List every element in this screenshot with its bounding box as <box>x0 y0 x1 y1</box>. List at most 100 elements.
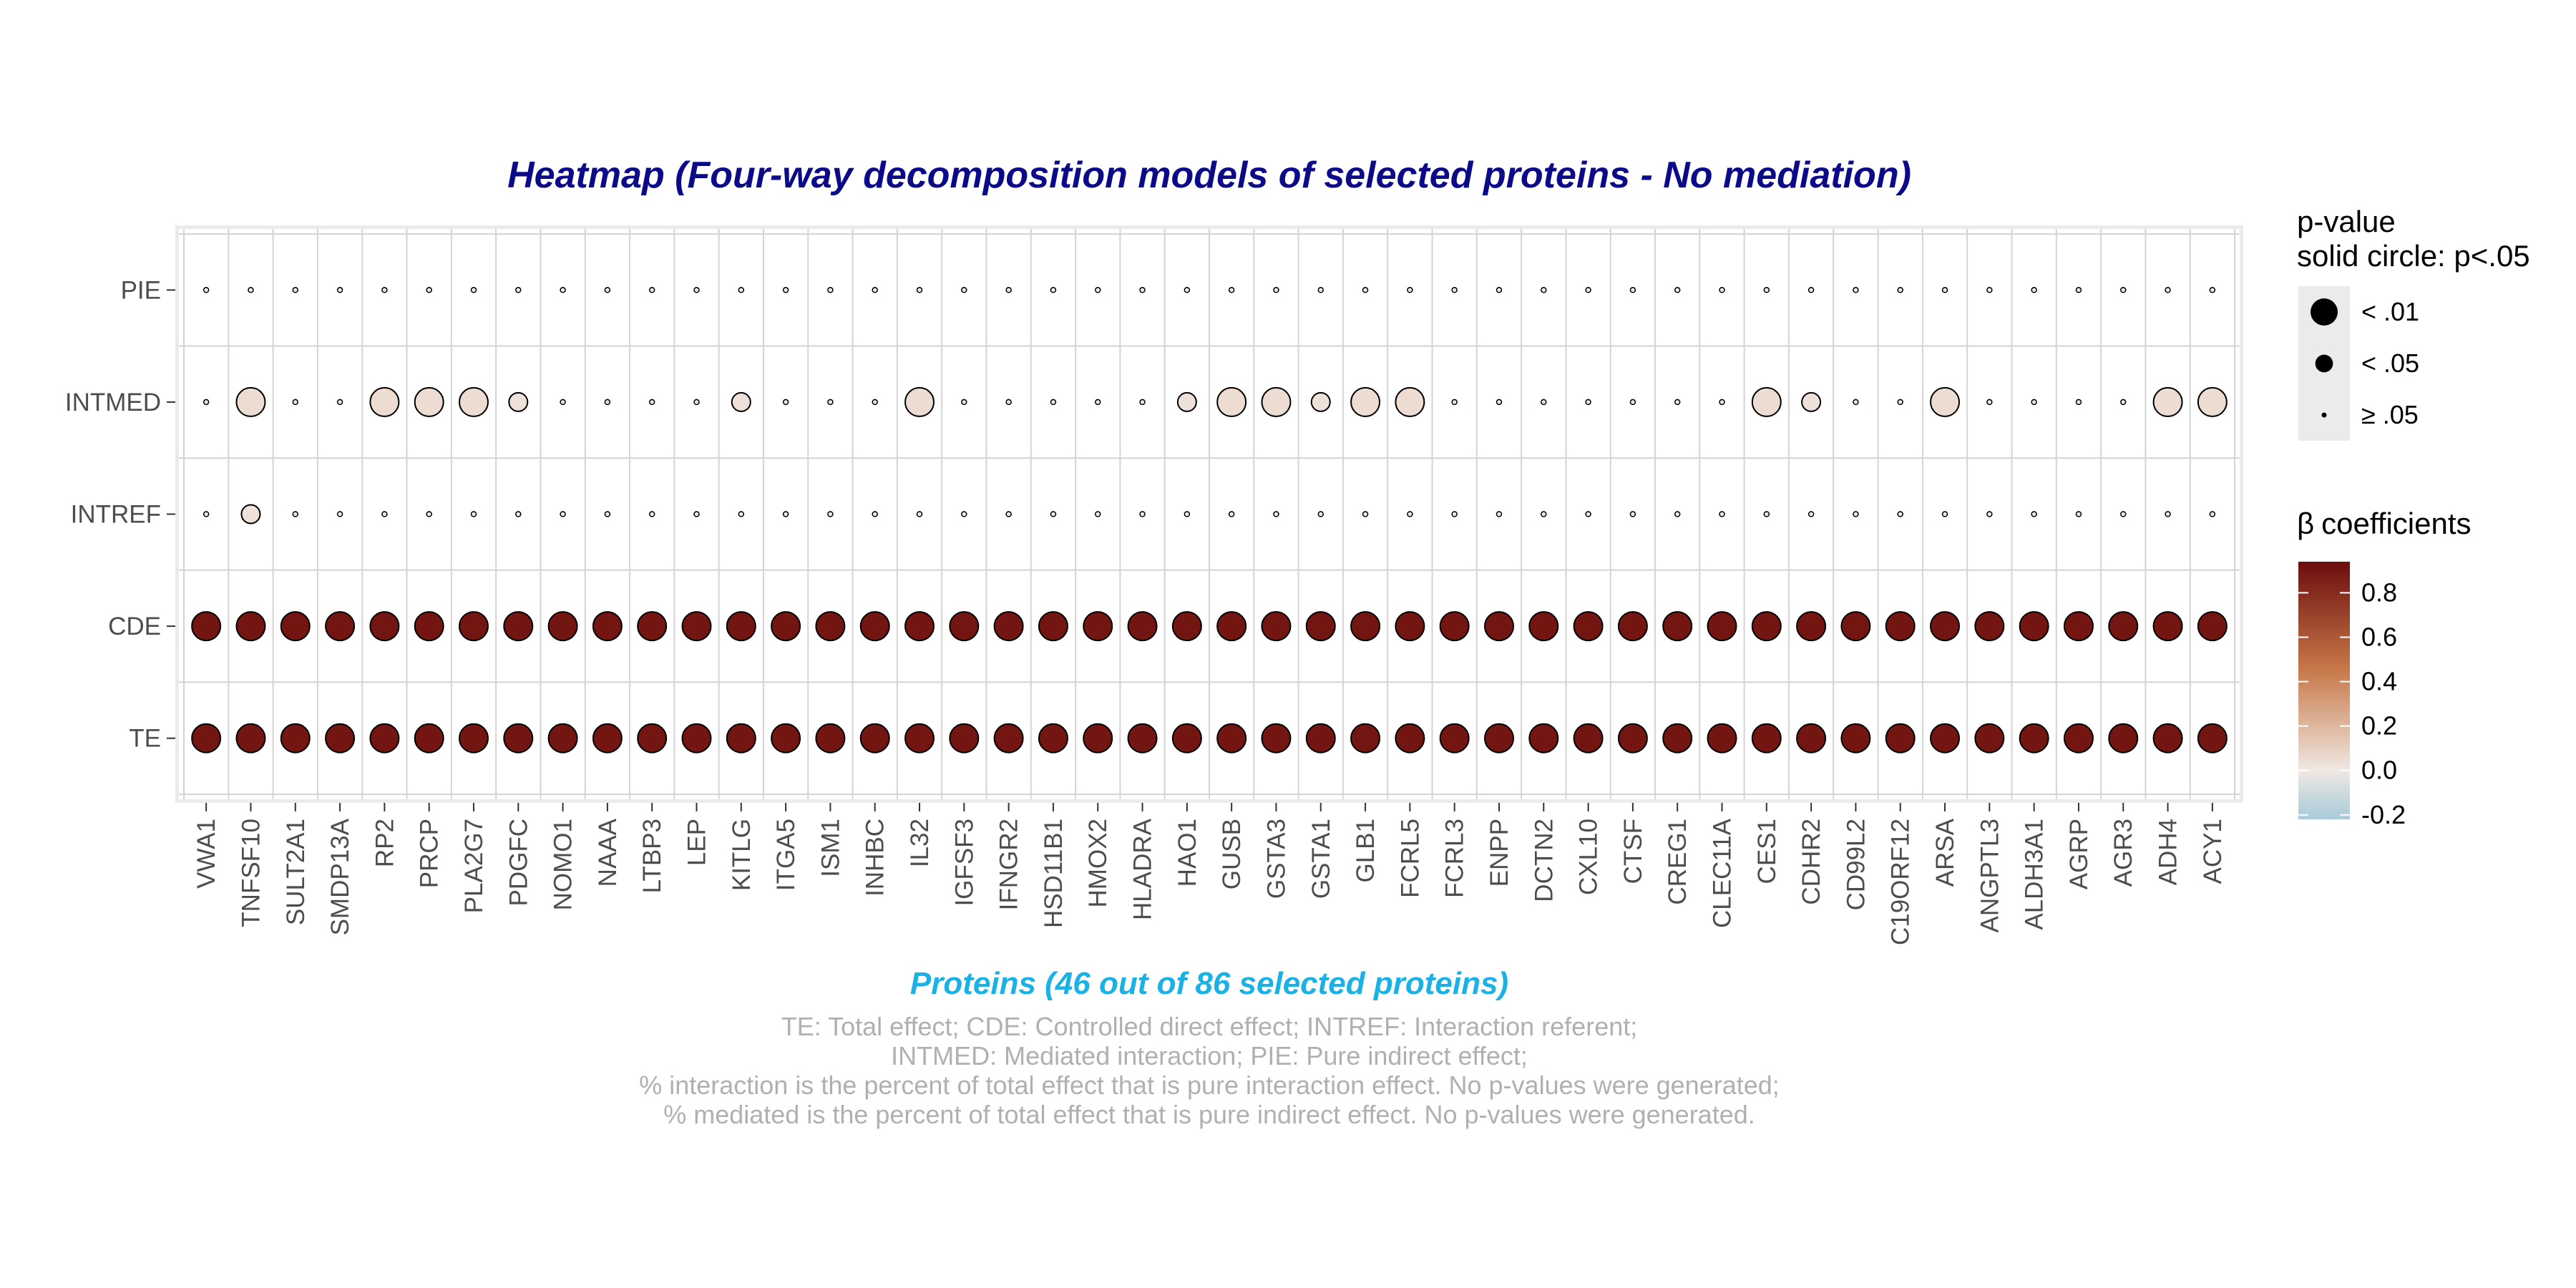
point-cde-enpp <box>1483 611 1514 642</box>
point-pie-kitlg <box>738 287 745 293</box>
point-cde-naaa <box>592 611 623 642</box>
point-intref-prcp <box>426 511 432 517</box>
point-intmed-agrp <box>2075 399 2082 406</box>
point-cde-agrp <box>2063 611 2094 642</box>
size-legend-key-lt.05 <box>2315 354 2333 373</box>
x-tick-label: PRCP <box>416 819 444 888</box>
point-intmed-cd99l2 <box>1853 399 1859 406</box>
point-cde-igfsf3 <box>949 611 980 642</box>
point-te-acy1 <box>2197 723 2228 753</box>
x-tick-label: CXL10 <box>1575 819 1603 895</box>
y-tick-label: INTMED <box>65 389 161 416</box>
point-te-dctn2 <box>1528 723 1559 753</box>
point-pie-naaa <box>604 287 611 293</box>
point-pie-gsta3 <box>1273 287 1279 293</box>
point-intref-cdhr2 <box>1807 511 1815 517</box>
point-cde-lep <box>681 611 712 642</box>
point-cde-pdgfc <box>503 611 534 642</box>
point-te-ifngr2 <box>993 723 1024 753</box>
point-intref-aldh3a1 <box>2031 511 2037 517</box>
point-intref-hsd11b1 <box>1050 511 1057 517</box>
x-tick-label: TNFSF10 <box>237 819 265 927</box>
point-te-nomo1 <box>547 723 578 753</box>
point-cde-gsta1 <box>1305 611 1336 642</box>
point-te-ltbp3 <box>637 723 668 753</box>
color-legend-label: -0.2 <box>2361 800 2406 829</box>
point-cde-cdhr2 <box>1796 611 1827 642</box>
point-cde-gusb <box>1216 611 1247 642</box>
point-pie-agr3 <box>2119 287 2127 293</box>
point-intmed-adh4 <box>2152 386 2183 417</box>
point-cde-hao1 <box>1171 611 1202 642</box>
point-intref-hmox2 <box>1094 511 1101 517</box>
x-tick-label: GUSB <box>1218 819 1246 889</box>
point-te-pla2g7 <box>458 723 489 753</box>
x-tick-label: CD99L2 <box>1842 819 1870 910</box>
point-intmed-fcrl5 <box>1395 386 1425 417</box>
point-te-gsta3 <box>1261 723 1292 753</box>
point-pie-cd99l2 <box>1853 287 1859 293</box>
point-intref-ltbp3 <box>648 511 655 517</box>
point-te-fcrl3 <box>1439 723 1470 753</box>
x-tick-label: FCRL3 <box>1441 819 1469 898</box>
point-cde-sult2a1 <box>280 611 311 642</box>
point-intmed-naaa <box>604 399 611 406</box>
point-intref-pdgfc <box>515 511 522 517</box>
point-intmed-pla2g7 <box>458 386 489 417</box>
point-cde-hmox2 <box>1083 611 1113 642</box>
x-tick-label: ITGA5 <box>772 819 800 891</box>
x-tick-label: IGFSF3 <box>950 819 978 907</box>
point-te-glb1 <box>1350 723 1381 753</box>
point-te-gsta1 <box>1305 723 1336 753</box>
point-intref-fcrl5 <box>1407 511 1413 517</box>
x-tick-label: CLEC11A <box>1709 818 1737 928</box>
point-intref-glb1 <box>1362 511 1369 517</box>
x-tick-label: SMDP13A <box>326 818 354 935</box>
x-tick-label: ACY1 <box>2199 819 2227 884</box>
point-intmed-lep <box>693 399 700 406</box>
x-tick-label: HMOX2 <box>1084 819 1112 907</box>
x-tick-label: LEP <box>683 819 711 866</box>
x-tick-label: CES1 <box>1753 819 1781 884</box>
point-pie-nomo1 <box>560 287 566 293</box>
point-pie-igfsf3 <box>961 287 967 293</box>
point-cde-c19orf12 <box>1885 611 1916 642</box>
x-tick-label: RP2 <box>371 819 399 867</box>
point-intref-inhbc <box>872 511 878 517</box>
point-te-vwa1 <box>191 723 222 753</box>
color-legend-label: 0.8 <box>2361 577 2397 607</box>
point-intref-ism1 <box>827 511 834 517</box>
x-tick-label: VWA1 <box>192 819 220 889</box>
point-cde-vwa1 <box>191 611 222 642</box>
caption-line-1: TE: Total effect; CDE: Controlled direct… <box>781 1012 1638 1041</box>
point-intmed-gsta3 <box>1261 386 1292 417</box>
point-cde-aldh3a1 <box>2019 611 2049 642</box>
point-cde-smdp13a <box>325 611 356 642</box>
point-intmed-glb1 <box>1350 386 1381 417</box>
point-pie-dctn2 <box>1541 287 1547 293</box>
size-legend-title-2: solid circle: p<.05 <box>2297 239 2530 273</box>
x-tick-label: ARSA <box>1931 818 1959 887</box>
point-intmed-vwa1 <box>203 399 210 406</box>
point-pie-aldh3a1 <box>2031 287 2037 293</box>
point-cde-il32 <box>904 611 935 642</box>
plot-panel <box>175 225 2243 803</box>
point-cde-hsd11b1 <box>1038 611 1068 642</box>
point-intref-gsta3 <box>1273 511 1279 517</box>
point-intmed-itga5 <box>782 399 789 406</box>
caption-line-4: % mediated is the percent of total effec… <box>663 1100 1755 1129</box>
x-tick-label: GLB1 <box>1352 819 1380 883</box>
point-te-creg1 <box>1662 723 1693 753</box>
point-intmed-tnfsf10 <box>235 386 266 417</box>
point-te-cdhr2 <box>1796 723 1827 753</box>
point-pie-creg1 <box>1674 287 1681 293</box>
point-intmed-pdgfc <box>508 391 529 412</box>
point-pie-agrp <box>2075 287 2082 293</box>
color-legend-title-text: coefficients <box>2321 507 2471 540</box>
caption: TE: Total effect; CDE: Controlled direct… <box>639 1012 1780 1129</box>
x-tick-label: IFNGR2 <box>995 819 1023 910</box>
point-intref-gsta1 <box>1317 511 1324 517</box>
x-tick-label: ALDH3A1 <box>2021 819 2049 930</box>
point-te-ces1 <box>1751 723 1782 753</box>
point-te-igfsf3 <box>949 723 980 753</box>
